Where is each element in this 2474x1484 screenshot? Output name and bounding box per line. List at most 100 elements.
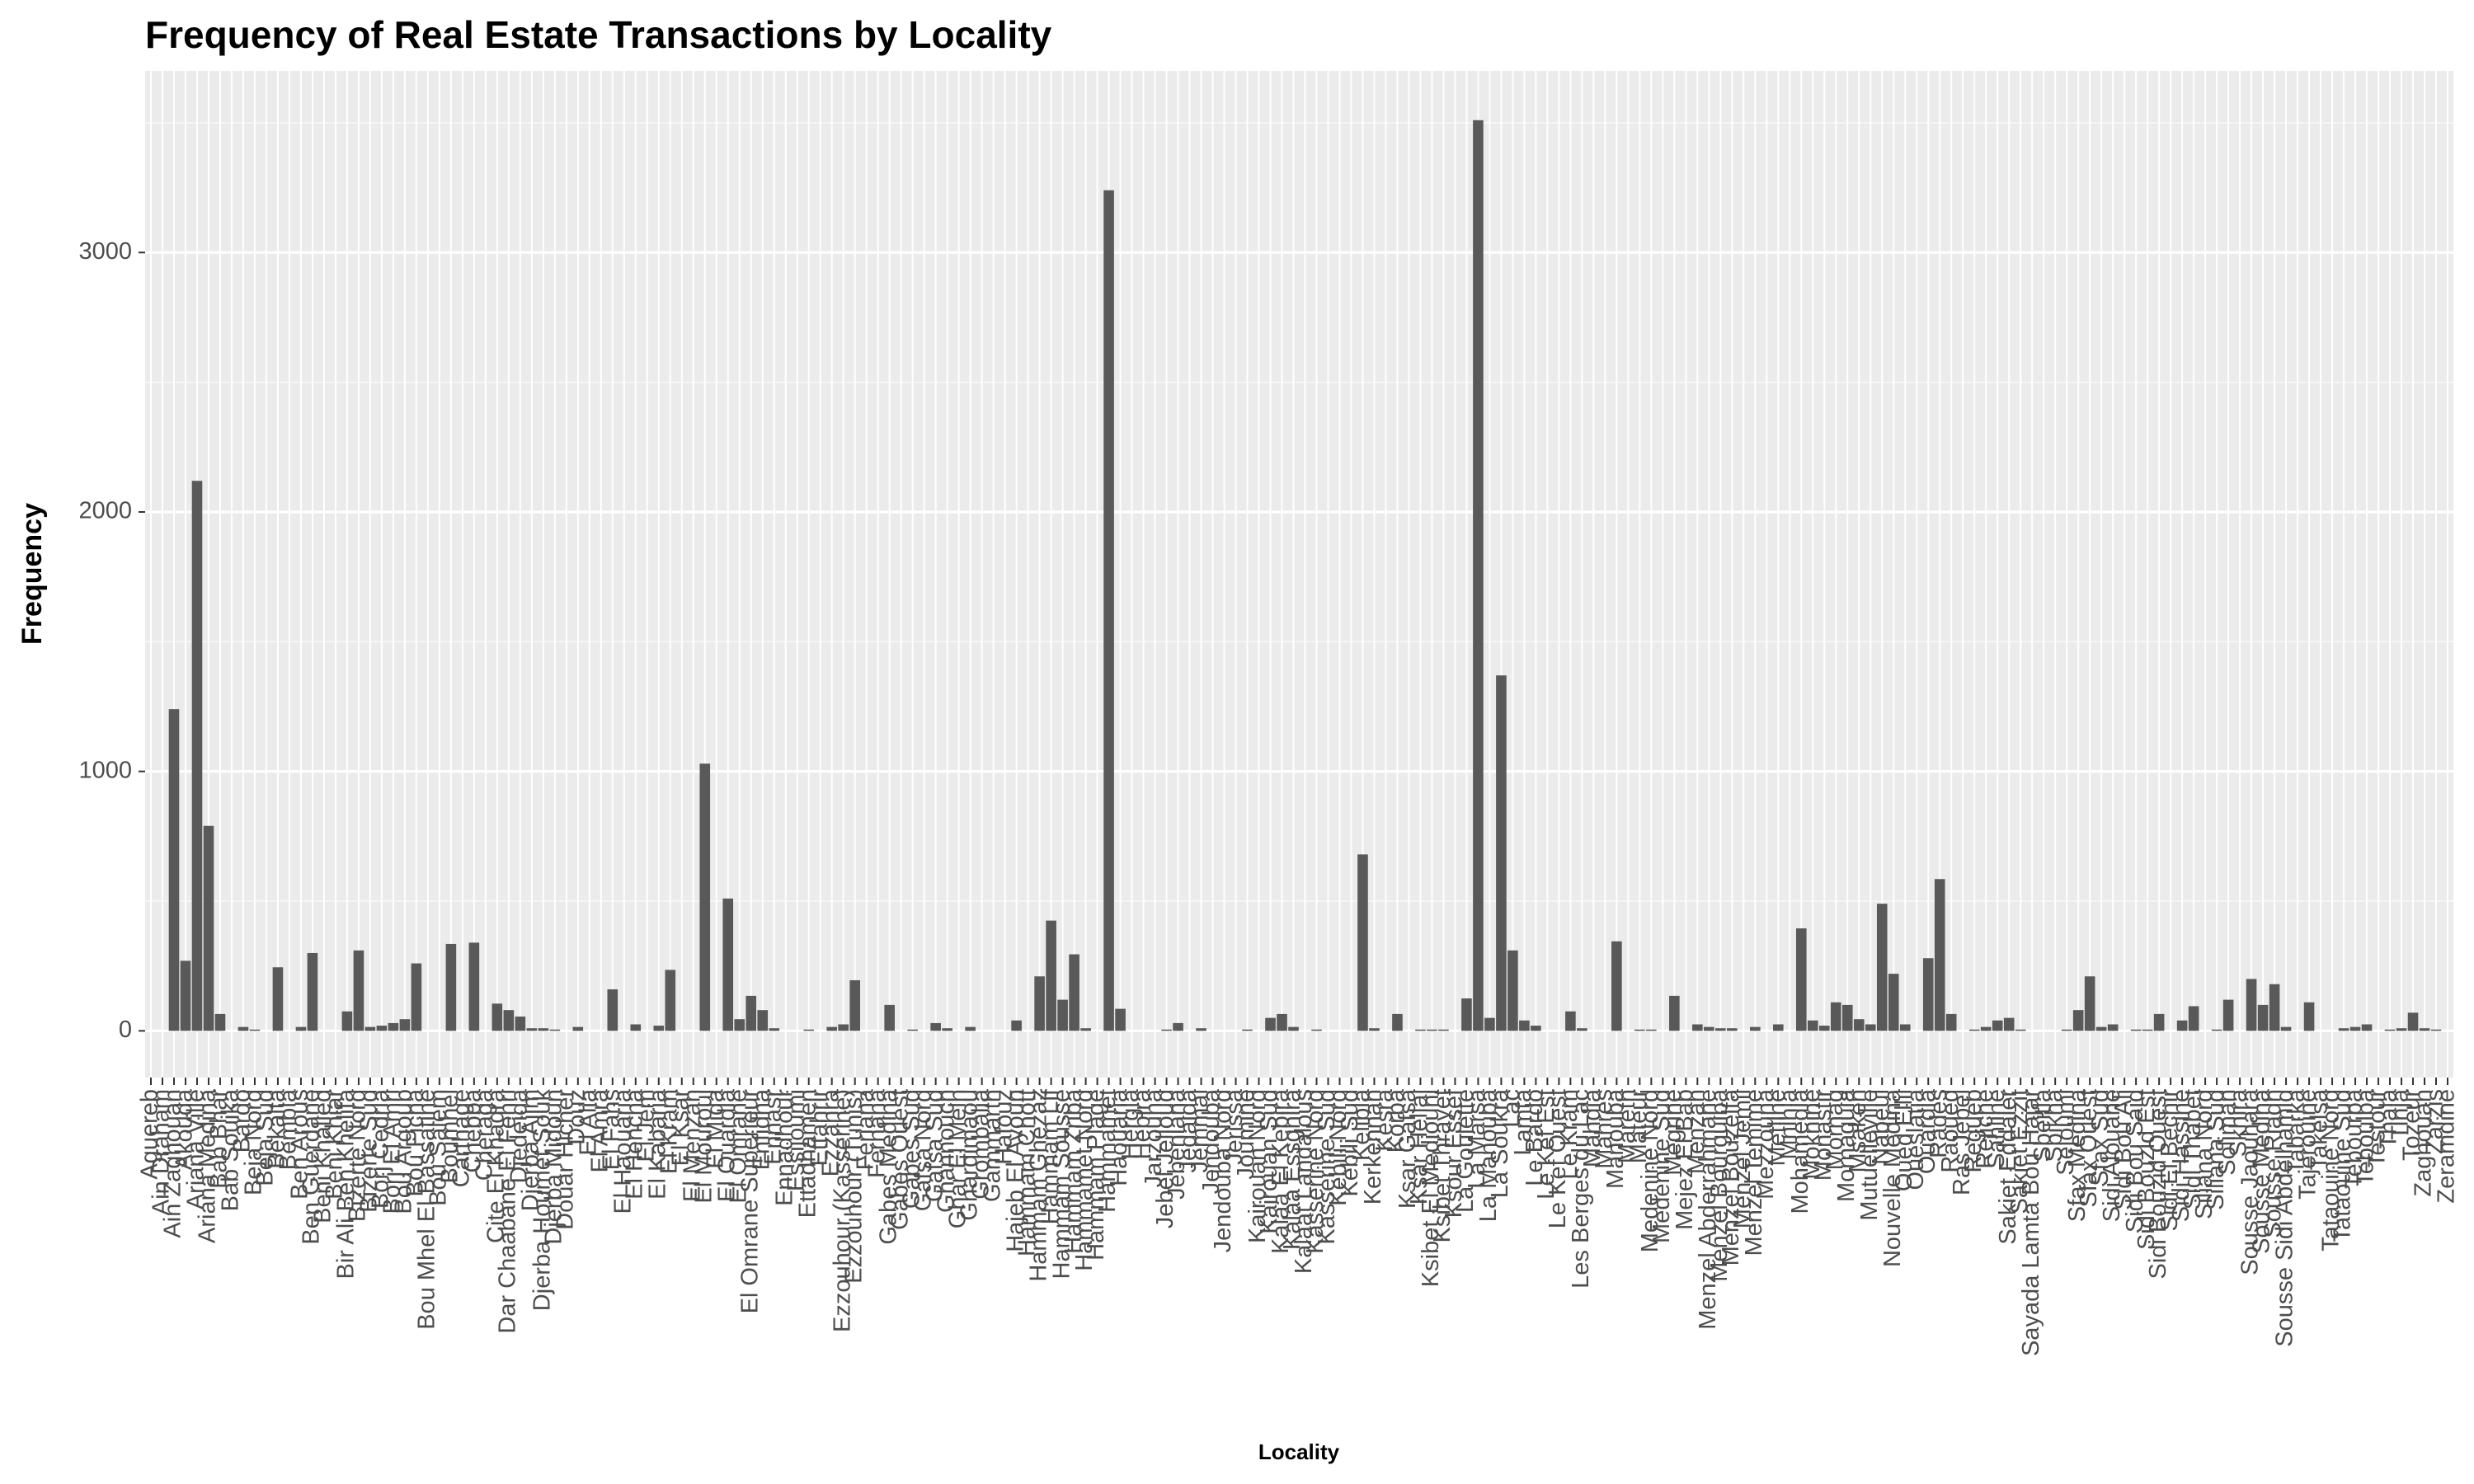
x-tick-label: Menzel Jemil <box>1729 1089 1756 1228</box>
x-tick-label: Mahres <box>1591 1089 1617 1169</box>
x-tick-label: Ghannouch <box>933 1089 959 1213</box>
x-tick-label: Bou Argoub <box>391 1089 417 1214</box>
x-tick-label: Bir Ali Ben Khelifa <box>333 1088 360 1279</box>
x-tick-label: Tataouine Nord <box>2318 1089 2345 1252</box>
x-tick-label: Mateur <box>1625 1089 1652 1164</box>
bar <box>492 1003 503 1031</box>
bar <box>2222 999 2234 1031</box>
x-tick-label: Djedeida <box>506 1088 532 1183</box>
bar <box>884 1004 895 1031</box>
bar <box>1841 1004 1853 1031</box>
bar <box>1496 675 1507 1031</box>
x-tick-label: El Hencha <box>621 1088 647 1200</box>
bar <box>930 1022 941 1031</box>
x-tick-label: Ain Zaghouan <box>160 1089 186 1238</box>
x-tick-label: Sbikha <box>2041 1088 2067 1162</box>
x-tick-label: Jarzouna <box>1141 1088 1167 1187</box>
x-tick-label: Ksibet Thrayet <box>1429 1089 1456 1242</box>
x-tick-label: Le Bardo <box>1522 1089 1548 1186</box>
bar <box>238 1026 249 1031</box>
x-tick-label: Djerba Midoun <box>540 1089 567 1245</box>
x-tick-label: Chebba <box>460 1088 487 1172</box>
x-tick-label: Le Kef Ouest <box>1545 1089 1571 1228</box>
x-tick-label: Sakiet Eddaier <box>1995 1089 2021 1245</box>
x-tick-label: Kesra <box>1371 1088 1398 1152</box>
bar <box>826 1026 838 1031</box>
x-tick-label: Mornaguia <box>1833 1088 1860 1202</box>
x-tick-label: Tozeur <box>2399 1089 2425 1161</box>
x-tick-label: Tataouine Sud <box>2330 1089 2356 1242</box>
x-tick-label: El Omrane Superieur <box>736 1089 763 1314</box>
bar <box>1369 1028 1380 1031</box>
bar <box>353 950 365 1031</box>
bar <box>2142 1029 2153 1031</box>
bar <box>734 1019 745 1031</box>
x-tick-label: Sousse Sidi Abdelhamid <box>2272 1089 2298 1347</box>
bar <box>803 1029 815 1031</box>
chart-title: Frequency of Real Estate Transactions by… <box>145 13 1052 56</box>
bar <box>607 989 618 1031</box>
x-tick-label: Sidi Bou Said <box>2122 1089 2148 1233</box>
x-tick-label: Hammam Zriba <box>1060 1088 1086 1254</box>
bar <box>1311 1029 1322 1031</box>
bar <box>2246 979 2257 1031</box>
bar <box>2084 976 2095 1031</box>
x-tick-label: Oueslatia <box>1903 1088 1929 1190</box>
x-tick-label: Zaghouan <box>2411 1089 2437 1197</box>
x-tick-label: Sidi Bou Ali <box>2110 1089 2137 1210</box>
x-tick-label: Tebourba <box>2341 1088 2368 1189</box>
bar <box>1715 1028 1726 1031</box>
bar <box>2269 984 2280 1031</box>
x-tick-label: Ras Jebel <box>1949 1089 1975 1195</box>
x-tick-label: Menzel Bouzelfa <box>1718 1088 1744 1266</box>
x-tick-label: Kalaa El Kebira <box>1268 1088 1294 1254</box>
x-tick-label: Bou Mhel El Bassatine <box>414 1089 440 1330</box>
bar <box>1818 1026 1830 1031</box>
bar <box>1727 1028 1738 1031</box>
bar <box>468 942 480 1031</box>
x-tick-label: Feriana <box>852 1088 878 1170</box>
x-tick-label: Bou Salem <box>426 1089 452 1206</box>
bar <box>503 1010 515 1031</box>
x-tick-label: Regueb <box>1960 1089 1987 1173</box>
x-tick-label: El Ksar <box>667 1089 694 1167</box>
bar <box>1646 1029 1657 1031</box>
x-tick-label: Medenine Nord <box>1637 1089 1663 1252</box>
bar <box>203 825 214 1031</box>
bar <box>272 967 284 1031</box>
x-tick-label: Jendouba Nord <box>1210 1089 1236 1252</box>
bar <box>1669 995 1680 1031</box>
bar <box>2003 1017 2015 1031</box>
bar <box>2349 1026 2361 1031</box>
bar <box>399 1019 411 1031</box>
bar <box>1830 1002 1841 1031</box>
x-tick-label: Teboulba <box>2353 1088 2379 1186</box>
bar <box>526 1028 538 1031</box>
x-tick-label: Hammamet <box>1094 1089 1121 1213</box>
bar <box>1161 1029 1172 1031</box>
x-tick-label: Mejez El Bab <box>1672 1089 1698 1230</box>
bar <box>376 1026 388 1031</box>
bar <box>1392 1013 1403 1031</box>
x-tick-label: Ben Arous <box>287 1089 313 1200</box>
bar <box>1507 950 1518 1031</box>
x-tick-label: Beni Khiar <box>322 1089 348 1200</box>
bar <box>1565 1011 1576 1031</box>
x-tick-label: Haouaria <box>1106 1088 1132 1186</box>
bar <box>191 481 203 1031</box>
bar <box>2338 1028 2349 1031</box>
x-tick-label: Hammam Lif <box>1037 1088 1063 1224</box>
x-tick-label: Jebel Jelloud <box>1152 1089 1178 1228</box>
x-tick-label: Ksibet El Mediouni <box>1418 1089 1444 1287</box>
y-tick-label: 3000 <box>78 238 132 265</box>
bar <box>2361 1024 2373 1031</box>
bar <box>2130 1029 2142 1031</box>
x-tick-label: Ezzahra <box>817 1088 844 1176</box>
bar <box>2396 1028 2407 1031</box>
x-tick-label: Tinja <box>2387 1088 2414 1140</box>
x-tick-label: Mutuelleville <box>1856 1089 1883 1221</box>
bar <box>1484 1017 1495 1031</box>
x-tick-label: Ksour Essef <box>1441 1088 1467 1218</box>
x-tick-label: La Manouba <box>1475 1088 1502 1222</box>
